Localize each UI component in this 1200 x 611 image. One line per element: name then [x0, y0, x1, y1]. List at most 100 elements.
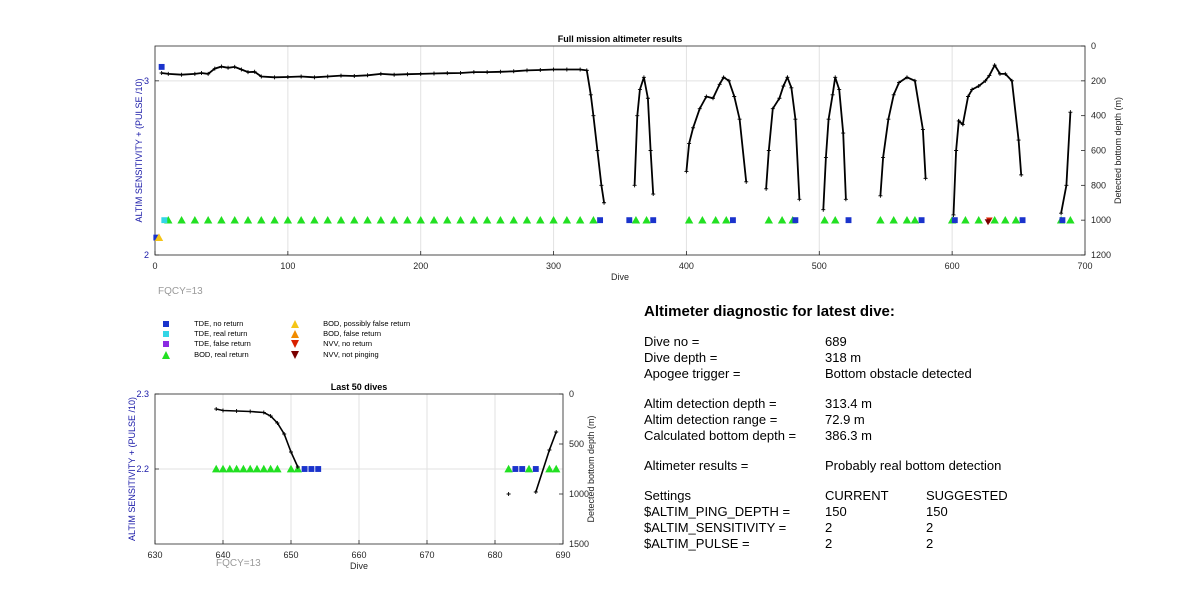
depth-point	[554, 430, 559, 434]
depth-point	[275, 421, 280, 425]
depth-point	[785, 75, 790, 80]
bod-real-return-marker	[889, 215, 898, 224]
legend-label: BOD, real return	[194, 350, 249, 359]
depth-point	[1064, 183, 1069, 188]
x-tick-label: 300	[546, 261, 561, 271]
bod-real-return-marker	[1011, 215, 1021, 224]
depth-point	[179, 72, 184, 77]
y2-tick-label: 600	[1091, 146, 1106, 156]
depth-point	[797, 197, 802, 202]
bod-real-return-marker	[350, 215, 359, 224]
bod-real-return-marker	[524, 464, 534, 473]
x-tick-label: 640	[215, 550, 230, 560]
bod-real-return-marker	[1001, 215, 1010, 224]
bod-real-return-marker	[257, 215, 266, 224]
legend-marker-icon	[162, 351, 170, 360]
depth-point	[651, 192, 656, 197]
setting-current: 2	[825, 520, 833, 535]
bod-real-return-marker	[876, 215, 885, 224]
bod-real-return-marker	[283, 215, 293, 224]
y2-tick-label: 1200	[1091, 250, 1111, 260]
chart-title: Last 50 dives	[331, 382, 388, 392]
tde-no-return-marker	[729, 217, 736, 224]
depth-point	[471, 70, 476, 75]
y-axis-label: ALTIM SENSITIVITY + (PULSE /10)	[134, 79, 144, 223]
dive-no-label: Dive no =	[644, 334, 700, 349]
bod-real-return-marker	[482, 215, 492, 224]
depth-point	[732, 94, 737, 99]
depth-point	[721, 75, 726, 80]
bod-real-return-marker	[522, 215, 532, 224]
depth-point	[551, 67, 556, 72]
depth-point	[821, 207, 826, 212]
depth-point	[498, 69, 503, 74]
legend-marker-icon	[163, 341, 169, 348]
settings-header-row: Settings CURRENT SUGGESTED	[644, 488, 1184, 504]
bod-real-return-marker	[575, 215, 585, 224]
tde-no-return-marker	[532, 466, 539, 472]
setting-suggested: 2	[926, 536, 934, 551]
tde-no-return-marker	[792, 217, 799, 224]
depth-point	[1068, 110, 1073, 115]
depth-point	[339, 73, 343, 78]
x-tick-label: 600	[945, 261, 960, 271]
bod-real-return-marker	[239, 464, 248, 473]
x-tick-label: 700	[1077, 261, 1092, 271]
depth-point	[841, 131, 846, 136]
depth-point	[159, 70, 164, 75]
last-50-dives-chart: 630 640 650 660 670 680 690 2.2 2.3 0 500 1000 1500 L…	[127, 382, 596, 571]
y2-tick-label: 1500	[569, 539, 589, 549]
depth-point	[966, 94, 971, 99]
bod-real-return-marker	[177, 215, 186, 224]
depth-point	[378, 71, 383, 76]
depth-point	[904, 75, 909, 80]
diagnostic-title: Altimeter diagnostic for latest dive:	[644, 303, 895, 320]
calc-depth-value: 386.3 m	[825, 428, 872, 443]
bod-real-return-marker	[323, 215, 332, 224]
depth-point	[983, 78, 988, 83]
depth-point	[511, 69, 516, 74]
bod-real-return-marker	[974, 215, 983, 224]
x-tick-label: 100	[280, 261, 295, 271]
legend-label: BOD, possibly false return	[323, 319, 411, 328]
x-tick-label: 690	[555, 550, 570, 560]
results-row: Altimeter results = Probably real bottom…	[644, 458, 1184, 474]
depth-point	[704, 94, 709, 99]
depth-point	[525, 68, 529, 73]
y2-tick-label: 1000	[569, 489, 589, 499]
det-depth-value: 313.4 m	[825, 396, 872, 411]
bod-real-return-marker	[203, 215, 213, 224]
y-tick-label: 2.3	[136, 389, 149, 399]
depth-point	[432, 71, 436, 76]
depth-point	[744, 179, 749, 184]
bod-real-return-marker	[552, 464, 561, 473]
x-tick-label: 650	[283, 550, 298, 560]
setting-name: $ALTIM_SENSITIVITY =	[644, 520, 787, 535]
depth-point	[837, 87, 842, 92]
bod-real-return-marker	[698, 215, 707, 224]
depth-point	[214, 407, 219, 411]
depth-point	[956, 118, 961, 123]
x-tick-label: 680	[487, 550, 502, 560]
depth-point	[595, 148, 600, 153]
depth-point	[777, 96, 782, 101]
depth-point	[648, 148, 653, 153]
legend-item: BOD, possibly false return	[291, 319, 411, 329]
dive-depth-value: 318 m	[825, 350, 862, 365]
bod-real-return-marker	[246, 464, 255, 473]
depth-point	[445, 71, 450, 76]
depth-point	[637, 87, 642, 92]
dive-depth-row: Dive depth = 318 m	[644, 350, 1184, 366]
depth-point	[823, 155, 828, 160]
depth-point	[878, 193, 883, 198]
bod-real-return-marker	[296, 215, 306, 224]
bod-real-return-marker	[496, 215, 505, 224]
depth-point	[1009, 78, 1014, 83]
depth-point	[635, 113, 640, 118]
bod-real-return-marker	[589, 215, 598, 224]
bod-real-return-marker	[190, 215, 200, 224]
y2-axis-label: Detected bottom depth (m)	[1113, 97, 1123, 204]
legend-item: BOD, false return	[291, 329, 381, 339]
bod-real-return-marker	[777, 215, 787, 224]
